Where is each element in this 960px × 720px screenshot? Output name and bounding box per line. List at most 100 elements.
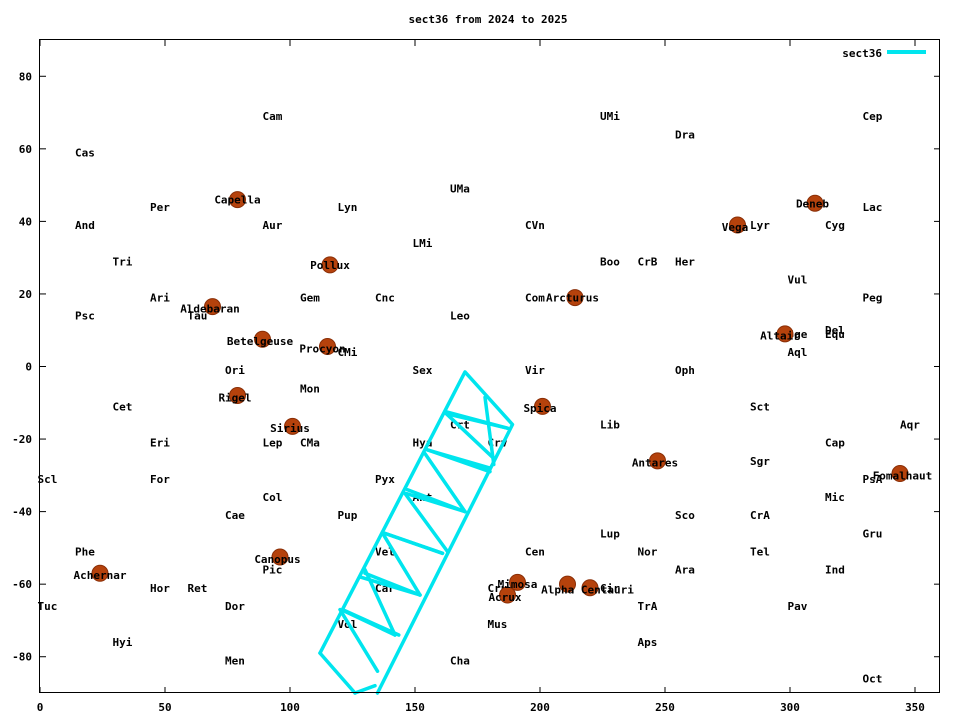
star-label: Acrux xyxy=(488,591,521,604)
constellation-label: Vul xyxy=(788,273,808,286)
constellation-label: Lup xyxy=(600,527,620,540)
star-label: Sirius xyxy=(270,422,310,435)
constellation-label: Cet xyxy=(113,400,133,413)
star-label: Achernar xyxy=(74,569,127,582)
sector-segment xyxy=(338,607,380,673)
constellation-label: Gru xyxy=(863,527,883,540)
legend: sect36 xyxy=(842,47,926,60)
sector-segment xyxy=(423,451,467,514)
constellation-label: Sco xyxy=(675,509,695,522)
constellation-label: Men xyxy=(225,654,245,667)
constellation-label: And xyxy=(75,219,95,232)
constellation-label: Sct xyxy=(750,400,770,413)
constellation-label: Peg xyxy=(863,292,883,305)
star-marker xyxy=(649,452,666,470)
constellation-label: Com xyxy=(525,292,545,305)
constellation-label: LMi xyxy=(413,237,433,250)
constellation-label: Cae xyxy=(225,509,245,522)
star-marker xyxy=(891,465,909,483)
constellation-label: Ori xyxy=(225,364,245,377)
constellation-label: Tel xyxy=(750,546,770,559)
constellation-label: Leo xyxy=(450,310,470,323)
star-marker xyxy=(284,417,301,435)
star-marker xyxy=(559,575,576,593)
constellation-label: Cnc xyxy=(375,292,395,305)
sector-segment xyxy=(318,370,515,695)
constellation-label: Aps xyxy=(638,636,658,649)
star-label: Arcturus xyxy=(546,292,599,305)
constellation-label: Dor xyxy=(225,600,245,613)
constellation-label: Phe xyxy=(75,546,95,559)
constellation-label: Ari xyxy=(150,292,170,305)
x-tick-label: 0 xyxy=(37,701,44,714)
constellation-label: Mus xyxy=(488,618,508,631)
constellation-label: Lib xyxy=(600,419,620,432)
star-marker xyxy=(499,586,516,604)
constellation-label: Nor xyxy=(638,546,658,559)
star-marker xyxy=(581,579,599,597)
constellation-label: Cep xyxy=(863,110,883,123)
star-label: Fomalhaut xyxy=(873,469,933,482)
star-marker xyxy=(509,573,526,591)
star-label: Vega xyxy=(722,221,749,234)
constellation-label: Cas xyxy=(75,146,95,159)
star-label: Deneb xyxy=(796,197,829,210)
sector-segment xyxy=(444,411,495,459)
y-tick-label: -20 xyxy=(12,433,32,446)
x-tick-label: 100 xyxy=(280,701,300,714)
constellation-label: Equ xyxy=(825,328,845,341)
star-label: Pollux xyxy=(310,259,350,272)
constellation-label: Aql xyxy=(788,346,808,359)
y-tick-label: 40 xyxy=(19,215,32,228)
constellation-label: Del xyxy=(825,324,845,337)
constellation-label: Pup xyxy=(338,509,358,522)
star-marker xyxy=(91,564,109,582)
constellation-label: Scl xyxy=(38,473,58,486)
constellation-label: Per xyxy=(150,201,170,214)
constellation-label: CMi xyxy=(338,346,358,359)
plot-frame xyxy=(39,39,940,693)
y-tick-label: -40 xyxy=(12,506,32,519)
constellation-label: Oct xyxy=(863,672,883,685)
constellation-label: Lyr xyxy=(750,219,770,232)
constellation-label: CVn xyxy=(525,219,545,232)
sector-segment xyxy=(483,395,496,467)
y-tick-label: -60 xyxy=(12,578,32,591)
constellation-label: Pyx xyxy=(375,473,395,486)
star-label: Procyon xyxy=(299,342,345,355)
star-label: Capella xyxy=(214,194,260,207)
x-tick-label: 250 xyxy=(655,701,675,714)
constellation-label: For xyxy=(150,473,170,486)
star-marker xyxy=(806,194,824,212)
star-marker xyxy=(776,325,794,343)
star-marker xyxy=(229,191,246,209)
sector-segment xyxy=(403,491,450,554)
star-label: Rigel xyxy=(218,391,251,404)
constellation-label: Tri xyxy=(113,255,133,268)
constellation-label: Cha xyxy=(450,654,470,667)
x-tick-label: 50 xyxy=(158,701,171,714)
constellation-label: Ind xyxy=(825,564,845,577)
constellation-label: Tau xyxy=(188,310,208,323)
star-label: Altair xyxy=(760,330,800,343)
constellation-label: Boo xyxy=(600,255,620,268)
y-tick-label: 20 xyxy=(19,288,32,301)
star-marker xyxy=(534,397,551,415)
constellation-label: Lep xyxy=(263,437,283,450)
constellation-label: Ara xyxy=(675,564,695,577)
star-label: Antares xyxy=(632,457,678,470)
constellation-label: Her xyxy=(675,255,695,268)
sector-segment xyxy=(444,411,510,430)
constellation-label: Gem xyxy=(300,292,320,305)
legend-label: sect36 xyxy=(842,47,882,60)
star-label: Canopus xyxy=(254,553,300,566)
constellation-label: Sex xyxy=(413,364,433,377)
constellation-label: Psc xyxy=(75,310,95,323)
constellation-label: Cyg xyxy=(825,219,845,232)
constellation-label: Pav xyxy=(788,600,808,613)
constellation-label: Pic xyxy=(263,564,283,577)
constellation-label: Cir xyxy=(600,582,620,595)
star-label: Spica xyxy=(523,402,556,415)
constellation-label: Hor xyxy=(150,582,170,595)
star-label: Alpha Centauri xyxy=(541,584,634,597)
